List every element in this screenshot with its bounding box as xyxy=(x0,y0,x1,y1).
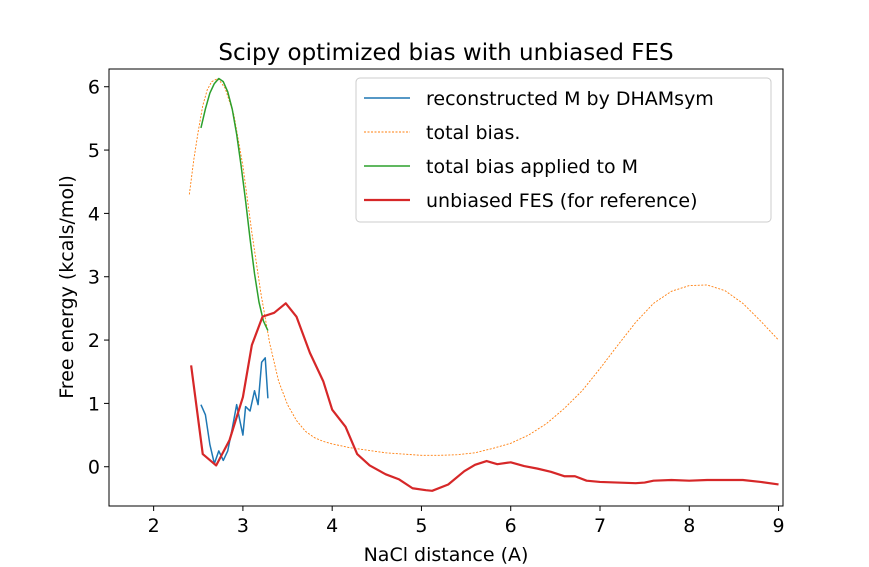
x-tick-label-4: 6 xyxy=(505,515,517,537)
legend: reconstructed M by DHAMsym total bias. tot… xyxy=(355,77,772,223)
legend-label-3: unbiased FES (for reference) xyxy=(426,190,698,212)
x-tick-label-5: 7 xyxy=(594,515,606,537)
plot-area xyxy=(188,77,779,492)
y-axis-label: Free energy (kcals/mol) xyxy=(56,175,78,399)
y-tick-label-3: 3 xyxy=(88,267,100,289)
legend-label-2: total bias applied to M xyxy=(426,156,638,178)
series-line-1 xyxy=(188,78,779,456)
chart-title: Scipy optimized bias with unbiased FES xyxy=(218,40,673,66)
x-tick-label-0: 2 xyxy=(148,515,160,537)
legend-label-0: reconstructed M by DHAMsym xyxy=(426,88,714,110)
x-tick-label-3: 5 xyxy=(415,515,427,537)
y-tick-label-5: 5 xyxy=(88,140,100,162)
y-tick-label-6: 6 xyxy=(88,77,100,99)
axis-ticks: 2 3 4 5 6 7 8 9 0 1 2 3 4 5 6 xyxy=(88,77,785,537)
x-tick-label-7: 9 xyxy=(772,515,784,537)
y-tick-label-4: 4 xyxy=(88,203,100,225)
series-line-3 xyxy=(190,302,779,492)
y-tick-label-2: 2 xyxy=(88,330,100,352)
x-tick-label-6: 8 xyxy=(683,515,695,537)
legend-box xyxy=(355,77,772,223)
y-tick-label-1: 1 xyxy=(88,393,100,415)
x-axis-label: NaCl distance (A) xyxy=(364,544,529,566)
x-tick-label-1: 3 xyxy=(237,515,249,537)
axes-frame xyxy=(108,68,784,507)
series-line-2 xyxy=(200,77,269,331)
y-tick-label-0: 0 xyxy=(88,457,100,479)
series-line-0 xyxy=(200,357,269,465)
legend-label-1: total bias. xyxy=(426,122,520,144)
x-tick-label-2: 4 xyxy=(326,515,338,537)
